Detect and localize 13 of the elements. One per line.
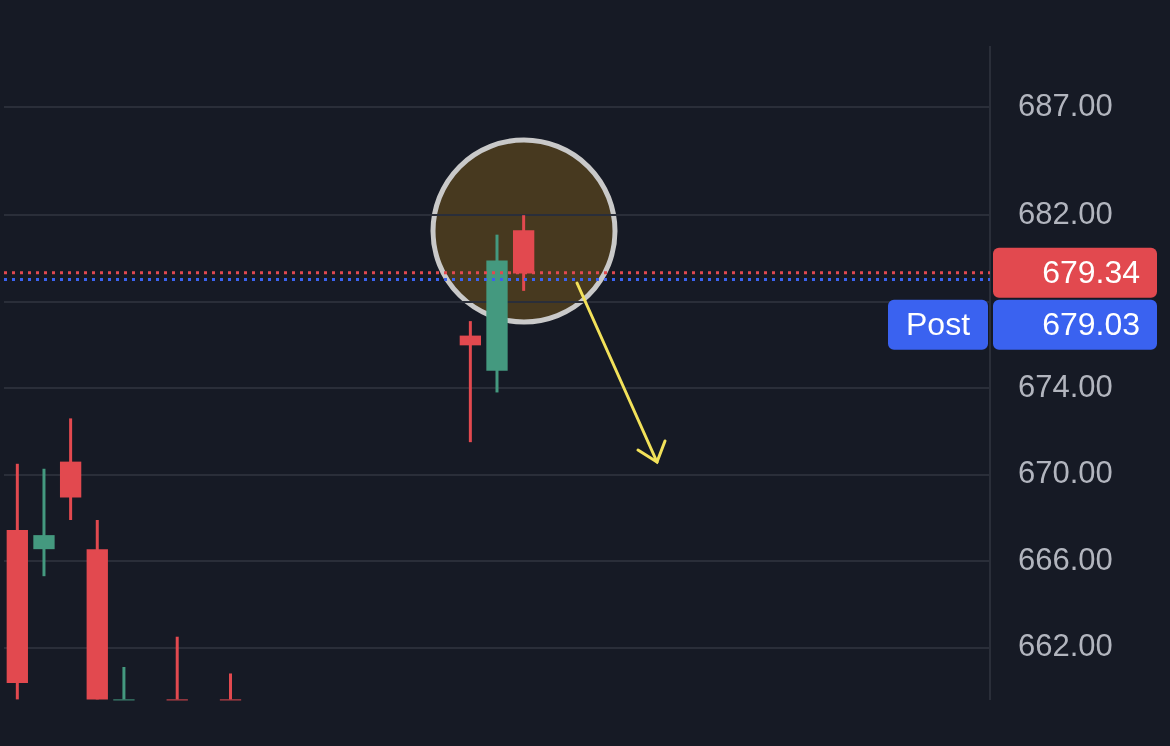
candlestick bbox=[219, 673, 242, 701]
candlestick bbox=[113, 666, 135, 701]
y-tick-label: 674.00 bbox=[1018, 368, 1113, 404]
y-tick-label: 682.00 bbox=[1018, 195, 1113, 231]
candlestick bbox=[459, 321, 482, 444]
ref-line-label: 679.34 bbox=[1042, 253, 1140, 290]
y-tick-label: 666.00 bbox=[1018, 541, 1113, 577]
candlestick bbox=[166, 636, 188, 701]
text: Post 679.03 bbox=[905, 305, 1140, 342]
y-tick-label: 687.00 bbox=[1018, 87, 1113, 123]
y-tick-label: 662.00 bbox=[1018, 628, 1113, 664]
candlestick bbox=[33, 467, 55, 578]
y-tick-label: 670.00 bbox=[1018, 455, 1113, 491]
